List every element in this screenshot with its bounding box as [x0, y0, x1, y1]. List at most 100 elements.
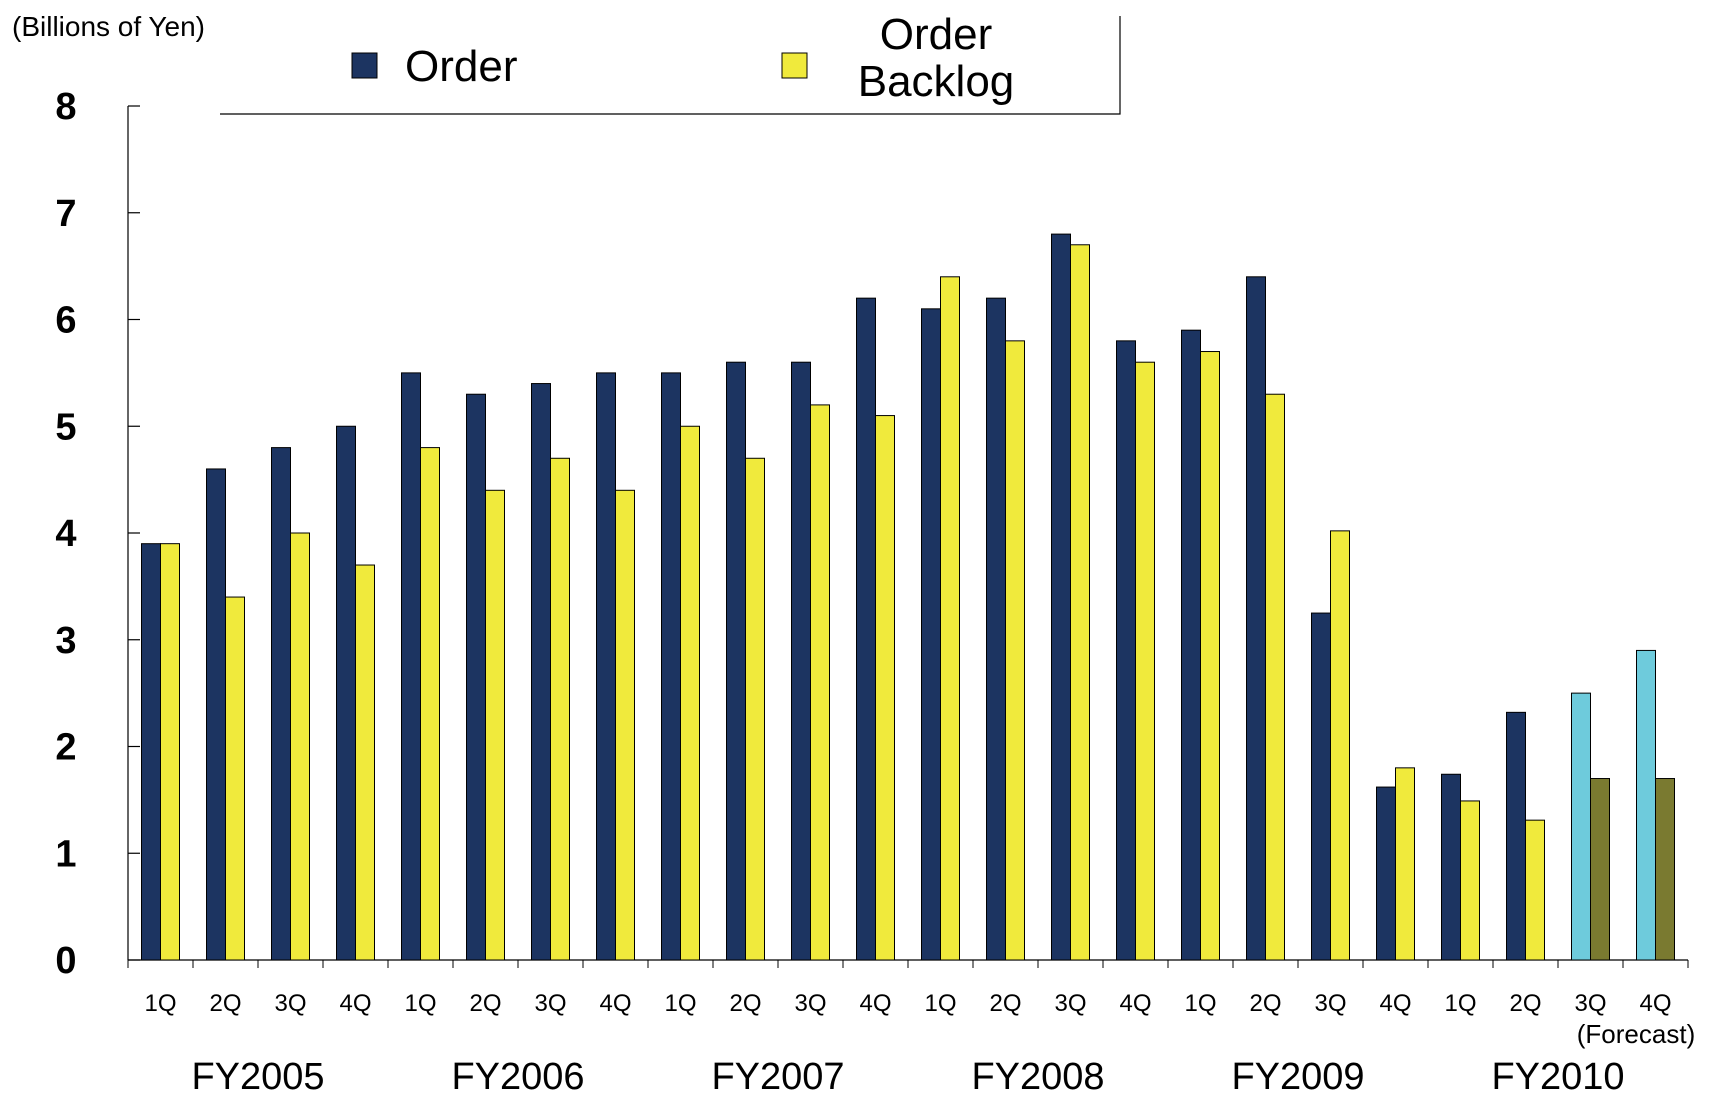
x-tick-label: 2Q	[209, 990, 241, 1017]
bar-order-backlog-15	[1136, 362, 1155, 960]
legend-swatch-order-backlog	[782, 53, 807, 78]
x-tick-label: 4Q	[339, 990, 371, 1017]
x-tick-label: 4Q	[1379, 990, 1411, 1017]
bar-order-backlog-1	[226, 597, 245, 960]
x-tick-label: 3Q	[1574, 990, 1606, 1017]
y-tick-label: 3	[55, 620, 76, 662]
unit-label: (Billions of Yen)	[12, 11, 205, 42]
bar-order-backlog-11	[876, 416, 895, 960]
x-tick-label: 1Q	[404, 990, 436, 1017]
bar-order-12	[922, 309, 941, 960]
x-tick-label: 2Q	[989, 990, 1021, 1017]
bar-order-backlog-4	[421, 448, 440, 960]
bar-order-16	[1182, 330, 1201, 960]
forecast-note: (Forecast)	[1577, 1019, 1695, 1049]
bar-order-5	[467, 394, 486, 960]
bar-order-14	[1052, 234, 1071, 960]
x-tick-label: 1Q	[1184, 990, 1216, 1017]
bar-order-19	[1377, 787, 1396, 960]
x-tick-label: 3Q	[274, 990, 306, 1017]
x-tick-label: 4Q	[859, 990, 891, 1017]
bar-order-backlog-6	[551, 458, 570, 960]
x-tick-label: 1Q	[1444, 990, 1476, 1017]
y-tick-label: 6	[55, 300, 76, 342]
legend-label-order-backlog-line1: Order	[880, 10, 992, 59]
bar-order-18	[1312, 613, 1331, 960]
fiscal-year-label: FY2008	[971, 1056, 1104, 1093]
bar-order-backlog-17	[1266, 394, 1285, 960]
x-tick-label: 1Q	[144, 990, 176, 1017]
bar-order-backlog-23	[1656, 779, 1675, 960]
bar-order-22	[1572, 693, 1591, 960]
fiscal-year-label: FY2009	[1231, 1056, 1364, 1093]
bar-order-4	[402, 373, 421, 960]
bar-order-backlog-20	[1461, 801, 1480, 960]
x-tick-label: 4Q	[599, 990, 631, 1017]
bar-order-15	[1117, 341, 1136, 960]
y-ticks: 0 1 2 3 4 5 6 7 8	[55, 86, 140, 982]
bar-order-backlog-21	[1526, 820, 1545, 960]
x-tick-label: 3Q	[1054, 990, 1086, 1017]
x-tick-label: 2Q	[469, 990, 501, 1017]
y-tick-label: 2	[55, 727, 76, 769]
x-tick-label: 4Q	[1119, 990, 1151, 1017]
bar-order-backlog-8	[681, 426, 700, 960]
legend-swatch-order	[352, 53, 377, 78]
bar-order-backlog-18	[1331, 531, 1350, 960]
bars	[142, 234, 1675, 960]
legend: Order Order Backlog	[220, 10, 1120, 114]
bar-order-20	[1442, 774, 1461, 960]
bar-order-backlog-13	[1006, 341, 1025, 960]
legend-label-order-backlog-line2: Backlog	[858, 57, 1015, 106]
x-tick-label: 3Q	[794, 990, 826, 1017]
bar-order-backlog-5	[486, 490, 505, 960]
bar-order-17	[1247, 277, 1266, 960]
bar-order-backlog-3	[356, 565, 375, 960]
bar-order-backlog-2	[291, 533, 310, 960]
bar-order-23	[1637, 650, 1656, 960]
x-tick-label: 4Q	[1639, 990, 1671, 1017]
y-tick-label: 4	[55, 513, 76, 555]
bar-order-1	[207, 469, 226, 960]
x-ticks: 1Q 2Q 3Q 4Q 1Q 2Q 3Q 4Q 1Q 2Q 3Q 4Q 1Q 2Q 3Q 4Q 1Q 2Q 3Q 4Q…	[128, 960, 1688, 1017]
y-tick-label: 8	[55, 86, 76, 128]
y-tick-label: 7	[55, 193, 76, 235]
bar-order-backlog-19	[1396, 768, 1415, 960]
bar-order-backlog-0	[161, 544, 180, 960]
bar-order-0	[142, 544, 161, 960]
x-tick-label: 3Q	[1314, 990, 1346, 1017]
x-tick-label: 3Q	[534, 990, 566, 1017]
bar-order-6	[532, 384, 551, 960]
bar-order-10	[792, 362, 811, 960]
bar-order-backlog-22	[1591, 779, 1610, 960]
bar-order-backlog-16	[1201, 352, 1220, 960]
bar-order-13	[987, 298, 1006, 960]
bar-order-3	[337, 426, 356, 960]
bar-order-backlog-9	[746, 458, 765, 960]
bar-order-8	[662, 373, 681, 960]
bar-order-9	[727, 362, 746, 960]
bar-order-backlog-7	[616, 490, 635, 960]
x-tick-label: 2Q	[1249, 990, 1281, 1017]
fiscal-year-label: FY2005	[191, 1056, 324, 1093]
bar-order-backlog-14	[1071, 245, 1090, 960]
bar-order-21	[1507, 712, 1526, 960]
fiscal-year-label: FY2010	[1491, 1056, 1624, 1093]
y-tick-label: 1	[55, 833, 76, 875]
x-tick-label: 1Q	[924, 990, 956, 1017]
y-tick-label: 0	[55, 940, 76, 982]
bar-order-7	[597, 373, 616, 960]
x-tick-label: 2Q	[1509, 990, 1541, 1017]
bar-order-backlog-10	[811, 405, 830, 960]
x-tick-label: 2Q	[729, 990, 761, 1017]
fiscal-year-groups: FY2005 FY2006 FY2007 FY2008 FY2009 FY2010	[191, 1056, 1624, 1093]
bar-order-11	[857, 298, 876, 960]
bar-order-2	[272, 448, 291, 960]
fiscal-year-label: FY2006	[451, 1056, 584, 1093]
legend-label-order: Order	[405, 42, 517, 91]
x-tick-label: 1Q	[664, 990, 696, 1017]
bar-order-backlog-12	[941, 277, 960, 960]
y-tick-label: 5	[55, 406, 76, 448]
fiscal-year-label: FY2007	[711, 1056, 844, 1093]
